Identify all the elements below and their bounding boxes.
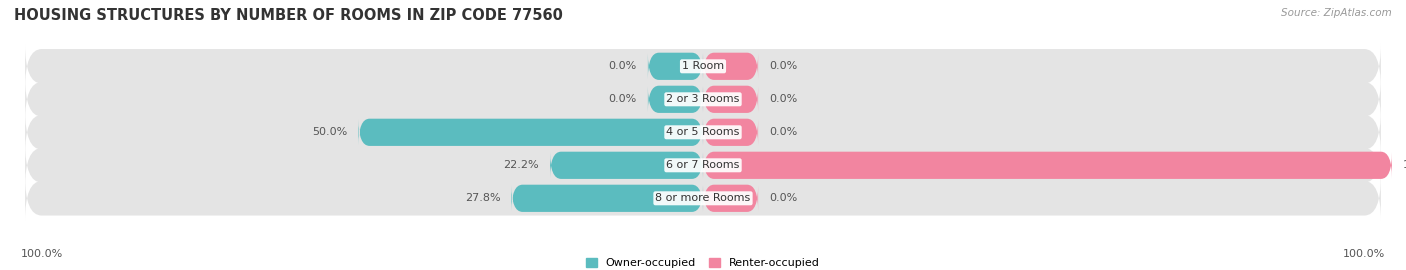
Text: 8 or more Rooms: 8 or more Rooms (655, 193, 751, 203)
FancyBboxPatch shape (25, 77, 1381, 122)
Text: 27.8%: 27.8% (465, 193, 501, 203)
FancyBboxPatch shape (648, 86, 703, 113)
FancyBboxPatch shape (648, 53, 703, 80)
FancyBboxPatch shape (359, 119, 703, 146)
FancyBboxPatch shape (703, 152, 1392, 179)
Text: 1 Room: 1 Room (682, 61, 724, 71)
FancyBboxPatch shape (25, 143, 1381, 188)
Text: 4 or 5 Rooms: 4 or 5 Rooms (666, 127, 740, 137)
FancyBboxPatch shape (703, 86, 758, 113)
FancyBboxPatch shape (25, 110, 1381, 155)
FancyBboxPatch shape (550, 152, 703, 179)
FancyBboxPatch shape (703, 119, 758, 146)
FancyBboxPatch shape (703, 53, 758, 80)
Text: 0.0%: 0.0% (769, 127, 797, 137)
Legend: Owner-occupied, Renter-occupied: Owner-occupied, Renter-occupied (581, 254, 825, 270)
Text: 100.0%: 100.0% (1403, 160, 1406, 170)
FancyBboxPatch shape (512, 185, 703, 212)
Text: 100.0%: 100.0% (1343, 249, 1385, 259)
Text: HOUSING STRUCTURES BY NUMBER OF ROOMS IN ZIP CODE 77560: HOUSING STRUCTURES BY NUMBER OF ROOMS IN… (14, 8, 562, 23)
Text: Source: ZipAtlas.com: Source: ZipAtlas.com (1281, 8, 1392, 18)
FancyBboxPatch shape (703, 185, 758, 212)
Text: 0.0%: 0.0% (769, 193, 797, 203)
FancyBboxPatch shape (25, 44, 1381, 89)
Text: 0.0%: 0.0% (609, 61, 637, 71)
Text: 0.0%: 0.0% (609, 94, 637, 104)
Text: 0.0%: 0.0% (769, 94, 797, 104)
Text: 6 or 7 Rooms: 6 or 7 Rooms (666, 160, 740, 170)
Text: 0.0%: 0.0% (769, 61, 797, 71)
Text: 2 or 3 Rooms: 2 or 3 Rooms (666, 94, 740, 104)
Text: 50.0%: 50.0% (312, 127, 347, 137)
Text: 100.0%: 100.0% (21, 249, 63, 259)
FancyBboxPatch shape (25, 176, 1381, 221)
Text: 22.2%: 22.2% (503, 160, 538, 170)
